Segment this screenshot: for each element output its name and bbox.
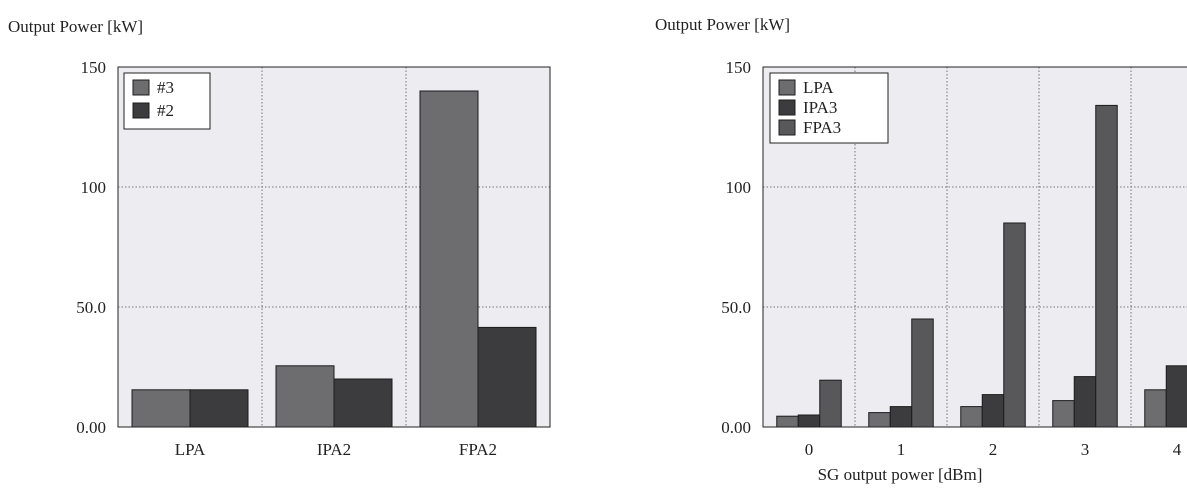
y-tick-label: 150 bbox=[81, 58, 107, 77]
bar-3-IPA2 bbox=[275, 365, 335, 428]
bar-FPA3-2 bbox=[1003, 222, 1026, 428]
bar-2-IPA2 bbox=[333, 378, 393, 428]
x-tick-label: 4 bbox=[1173, 440, 1182, 459]
y-tick-label: 50.0 bbox=[721, 298, 751, 317]
chart-right: Output Power [kW] 0.00 50.0 100 150 0 1 2 3 4 SG o… bbox=[655, 15, 1187, 484]
bar-LPA-4 bbox=[1144, 389, 1167, 428]
legend-label: FPA3 bbox=[803, 118, 841, 137]
x-tick-label: LPA bbox=[175, 440, 206, 459]
bar-IPA3-3 bbox=[1073, 376, 1097, 428]
bars bbox=[776, 104, 1187, 428]
bar-IPA3-0 bbox=[797, 414, 821, 428]
y-tick-label: 50.0 bbox=[76, 298, 106, 317]
x-tick-label: 1 bbox=[897, 440, 906, 459]
x-axis-label: SG output power [dBm] bbox=[818, 465, 983, 484]
y-tick-label: 0.00 bbox=[76, 418, 106, 437]
legend-swatch bbox=[778, 99, 796, 116]
bar-FPA3-1 bbox=[911, 318, 934, 428]
bar-3-LPA bbox=[131, 389, 191, 428]
bar-2-FPA2 bbox=[477, 326, 537, 428]
bar-IPA3-1 bbox=[889, 406, 913, 428]
y-axis-label: Output Power [kW] bbox=[655, 15, 790, 34]
chart-left: Output Power [kW] 0.00 50.0 100 150 LPA IPA2 FP… bbox=[8, 17, 551, 459]
gridlines bbox=[118, 67, 550, 427]
bar-LPA-2 bbox=[960, 406, 983, 428]
legend-swatch bbox=[778, 119, 796, 136]
x-tick-label: 3 bbox=[1081, 440, 1090, 459]
legend-swatch bbox=[132, 102, 150, 119]
bar-3-FPA2 bbox=[419, 90, 479, 428]
bar-LPA-0 bbox=[776, 415, 799, 428]
legend-swatch bbox=[778, 79, 796, 96]
legend-label: LPA bbox=[803, 78, 834, 97]
bars bbox=[131, 90, 537, 428]
bar-LPA-3 bbox=[1052, 400, 1075, 428]
bar-FPA3-3 bbox=[1095, 104, 1118, 428]
bar-LPA-1 bbox=[868, 412, 891, 428]
x-tick-label: FPA2 bbox=[459, 440, 497, 459]
legend: #3#2 bbox=[123, 72, 211, 130]
bar-2-LPA bbox=[189, 389, 249, 428]
legend-label: #2 bbox=[157, 101, 174, 120]
y-tick-label: 0.00 bbox=[721, 418, 751, 437]
y-tick-label: 100 bbox=[81, 178, 107, 197]
legend-label: IPA3 bbox=[803, 98, 837, 117]
plot-border bbox=[117, 66, 551, 428]
bar-FPA3-0 bbox=[819, 379, 842, 428]
bar-IPA3-4 bbox=[1165, 365, 1187, 428]
y-tick-label: 100 bbox=[726, 178, 752, 197]
plot-border bbox=[762, 66, 1187, 428]
x-tick-label: 0 bbox=[805, 440, 814, 459]
bar-IPA3-2 bbox=[981, 394, 1005, 428]
x-tick-label: IPA2 bbox=[317, 440, 351, 459]
legend-label: #3 bbox=[157, 78, 174, 97]
legend-swatch bbox=[132, 79, 150, 96]
x-tick-label: 2 bbox=[989, 440, 998, 459]
y-axis-label: Output Power [kW] bbox=[8, 17, 143, 36]
y-tick-label: 150 bbox=[726, 58, 752, 77]
